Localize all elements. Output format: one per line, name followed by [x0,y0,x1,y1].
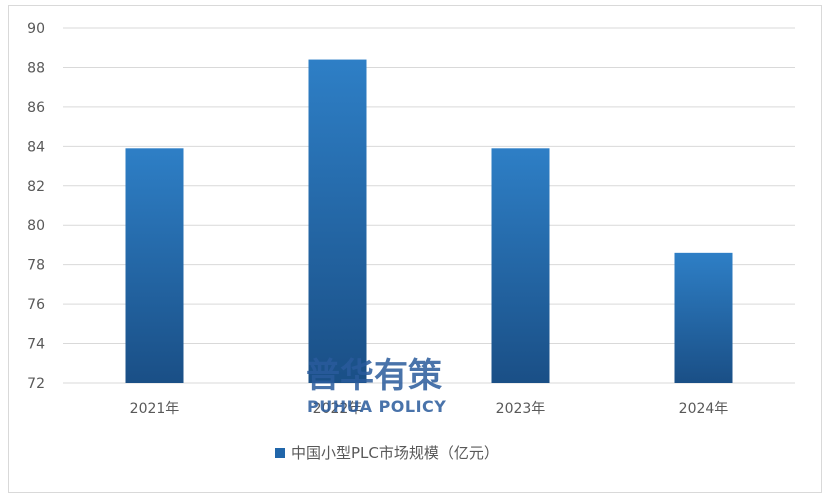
x-category-label: 2021年 [130,401,180,417]
y-tick-label: 72 [27,376,45,392]
legend: 中国小型PLC市场规模（亿元） [275,444,499,462]
y-tick-label: 76 [27,297,45,313]
watermark-chinese: 普华有策 [306,356,442,396]
y-tick-label: 74 [27,337,45,353]
y-tick-label: 90 [27,21,45,37]
x-category-label: 2023年 [496,401,546,417]
y-tick-label: 88 [27,60,45,76]
gridlines [63,27,795,384]
x-category-label: 2022年 [313,401,363,417]
y-tick-label: 82 [27,179,45,195]
bar-2024年 [674,252,733,383]
x-category-label: 2024年 [679,401,729,417]
y-tick-label: 86 [27,100,45,116]
y-tick-label: 80 [27,218,45,234]
watermark-english: PUHUA POLICY [307,397,446,416]
legend-label: 中国小型PLC市场规模（亿元） [291,444,499,462]
watermark: 普华有策 PUHUA POLICY [306,356,446,416]
bars [125,59,733,384]
legend-swatch [275,448,285,458]
bar-2023年 [491,148,550,383]
y-tick-label: 84 [27,139,45,155]
x-axis-category-labels: 2021年 2022年 2023年 2024年 [130,401,729,417]
bar-2022年 [308,59,367,384]
y-axis-tick-labels: 72 74 76 78 80 82 84 86 88 90 [27,21,45,392]
bar-2021年 [125,148,184,383]
y-tick-label: 78 [27,258,45,274]
